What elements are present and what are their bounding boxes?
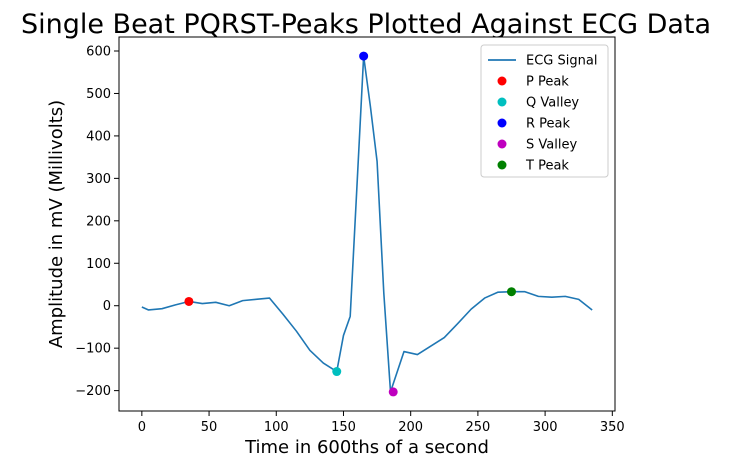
x-tick-label: 250 <box>465 420 490 435</box>
y-tick-label: 300 <box>86 172 111 187</box>
x-axis-label: Time in 600ths of a second <box>244 437 489 458</box>
y-axis-label: Amplitude in mV (Millivolts) <box>46 100 67 348</box>
x-tick-label: 50 <box>201 420 218 435</box>
y-tick-label: 600 <box>86 45 111 60</box>
legend-swatch-s-valley <box>497 139 507 149</box>
series-layer <box>141 51 593 397</box>
y-tick-label: 500 <box>86 87 111 102</box>
y-tick-label: 0 <box>103 299 111 314</box>
q-valley-marker <box>332 367 342 377</box>
t-peak-marker <box>506 287 516 297</box>
y-tick-label: 200 <box>86 214 111 229</box>
legend-label-ecg-signal: ECG Signal <box>526 54 597 69</box>
p-peak-marker <box>184 296 194 306</box>
legend-box <box>480 44 609 178</box>
legend-items: ECG Signal P Peak Q Valley R Peak S Valley T … <box>488 54 597 174</box>
legend-swatch-q-valley <box>497 97 507 107</box>
legend-swatch-t-peak <box>497 160 507 170</box>
legend-label-q-valley: Q Valley <box>526 96 579 111</box>
y-tick-label: −100 <box>75 342 111 357</box>
legend-label-p-peak: P Peak <box>526 75 569 90</box>
chart-title: Single Beat PQRST-Peaks Plotted Against … <box>21 9 711 40</box>
x-tick-label: 100 <box>264 420 289 435</box>
x-axis-ticks: 0 50 100 150 200 250 300 350 <box>138 411 625 435</box>
y-tick-label: 100 <box>86 257 111 272</box>
x-tick-label: 150 <box>331 420 356 435</box>
y-tick-label: −200 <box>75 384 111 399</box>
x-tick-label: 0 <box>138 420 146 435</box>
s-valley-marker <box>388 387 398 397</box>
x-tick-label: 300 <box>533 420 558 435</box>
r-peak-marker <box>359 51 369 61</box>
legend-swatch-p-peak <box>497 76 507 86</box>
x-tick-label: 200 <box>398 420 423 435</box>
legend-label-s-valley: S Valley <box>526 138 577 153</box>
legend-label-r-peak: R Peak <box>526 117 571 132</box>
legend: ECG Signal P Peak Q Valley R Peak S Valley T … <box>480 44 609 178</box>
legend-swatch-r-peak <box>497 118 507 128</box>
legend-label-t-peak: T Peak <box>525 159 569 174</box>
y-tick-label: 400 <box>86 129 111 144</box>
x-tick-label: 350 <box>600 420 625 435</box>
y-axis-ticks: −200 −100 0 100 200 300 400 500 600 <box>75 45 119 399</box>
